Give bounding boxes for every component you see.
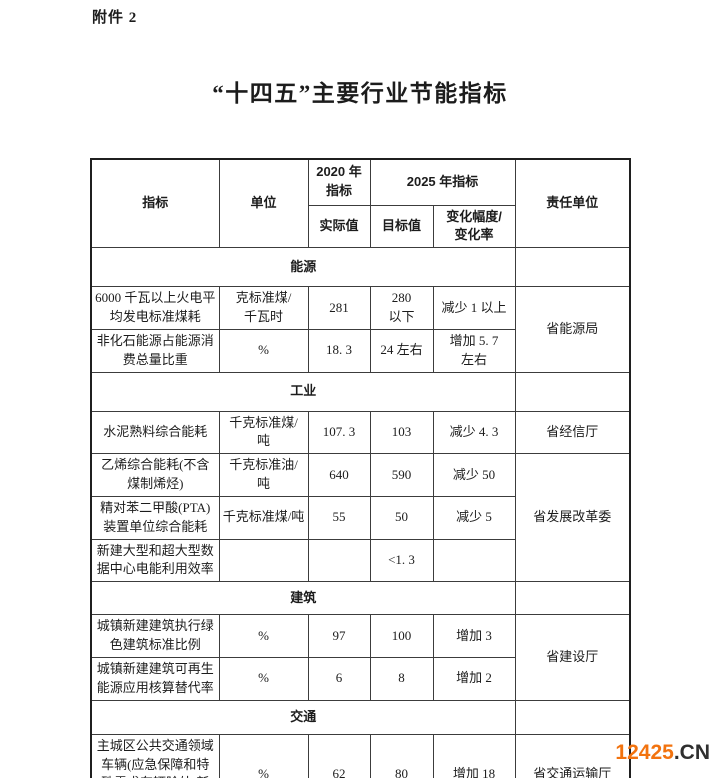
change-cell: 增加 5. 7 左右 <box>432 328 516 373</box>
unit-cell: 千克标准煤/ 吨 <box>218 410 309 455</box>
indicator-cell: 非化石能源占能源消费总量比重 <box>90 328 220 373</box>
section-row-building: 建筑 <box>90 581 631 616</box>
change-cell: 增加 2 <box>432 657 516 701</box>
change-cell: 增加 3 <box>432 614 516 658</box>
indicator-cell: 主城区公共交通领域车辆(应急保障和特殊需求车辆除外)新能源化率 <box>90 733 220 778</box>
actual-value-cell <box>307 538 371 583</box>
responsible-unit-cell: 省经信厅 <box>514 410 631 455</box>
energy-indicators-table: 指标 单位 2020 年 指标 2025 年指标 责任单位 实际值 目标值 变化… <box>90 158 632 778</box>
target-value-cell: 590 <box>369 453 434 497</box>
table-row: 主城区公共交通领域车辆(应急保障和特殊需求车辆除外)新能源化率 % 62 80 … <box>90 733 631 778</box>
responsible-unit-cell: 省发展改革委 <box>514 453 631 583</box>
section-label-industry: 工业 <box>90 371 516 412</box>
indicator-cell: 精对苯二甲酸(PTA)装置单位综合能耗 <box>90 495 220 540</box>
target-value-cell: 8 <box>369 657 434 701</box>
unit-cell: % <box>218 657 309 701</box>
header-row-2: 实际值 目标值 变化幅度/ 变化率 <box>91 204 630 249</box>
target-value-cell: 103 <box>369 410 434 455</box>
actual-value-cell: 107. 3 <box>307 410 371 455</box>
section-label-energy: 能源 <box>90 247 516 288</box>
change-cell: 减少 5 <box>432 495 516 540</box>
col-header-responsible: 责任单位 <box>514 158 631 249</box>
responsible-unit-cell: 省能源局 <box>514 286 631 373</box>
section-row-transport: 交通 <box>90 699 631 735</box>
unit-cell <box>218 538 309 583</box>
responsible-unit-cell: 省交通运输厅 <box>514 733 631 778</box>
responsible-unit-cell: 省建设厅 <box>514 614 631 701</box>
section-row-industry: 工业 <box>90 371 631 412</box>
actual-value-cell: 62 <box>307 733 371 778</box>
table-row: 非化石能源占能源消费总量比重 % 18. 3 24 左右 增加 5. 7 左右 <box>90 328 630 373</box>
section-owner-spacer <box>514 581 631 616</box>
unit-cell: 千克标准煤/吨 <box>218 495 309 540</box>
table-row: 精对苯二甲酸(PTA)装置单位综合能耗 千克标准煤/吨 55 50 减少 5 <box>90 495 630 540</box>
unit-cell: % <box>218 328 309 373</box>
section-owner-spacer <box>514 247 631 288</box>
indicator-cell: 新建大型和超大型数据中心电能利用效率 <box>90 538 220 583</box>
indicator-cell: 水泥熟料综合能耗 <box>90 410 220 455</box>
table-row: 城镇新建建筑可再生能源应用核算替代率 % 6 8 增加 2 <box>90 657 630 701</box>
actual-value-cell: 640 <box>307 453 371 497</box>
actual-value-cell: 6 <box>307 657 371 701</box>
page-title: “十四五”主要行业节能指标 <box>212 81 508 106</box>
target-value-cell: 24 左右 <box>369 328 434 373</box>
target-value-cell: <1. 3 <box>369 538 434 583</box>
unit-cell: 千克标准油/ 吨 <box>218 453 309 497</box>
section-label-transport: 交通 <box>90 699 516 735</box>
change-cell <box>432 538 516 583</box>
unit-cell: % <box>218 614 309 658</box>
watermark-number: 12425 <box>615 741 674 764</box>
indicator-cell: 6000 千瓦以上火电平均发电标准煤耗 <box>90 286 220 330</box>
section-label-building: 建筑 <box>90 581 516 616</box>
actual-value-cell: 97 <box>307 614 371 658</box>
table-row: 水泥熟料综合能耗 千克标准煤/ 吨 107. 3 103 减少 4. 3 省经信… <box>90 410 631 455</box>
header-row-1: 指标 单位 2020 年 指标 2025 年指标 责任单位 <box>90 158 631 249</box>
change-cell: 减少 1 以上 <box>432 286 516 330</box>
target-value-cell: 280 以下 <box>369 286 434 330</box>
table-row: 6000 千瓦以上火电平均发电标准煤耗 克标准煤/ 千瓦时 281 280 以下… <box>90 286 631 373</box>
unit-cell: 克标准煤/ 千瓦时 <box>218 286 309 330</box>
section-owner-spacer <box>514 371 631 412</box>
col-header-indicator: 指标 <box>90 158 220 249</box>
col-header-2025: 2025 年指标 <box>369 158 516 206</box>
actual-value-cell: 281 <box>307 286 371 330</box>
section-row-energy: 能源 <box>90 247 631 288</box>
table-row: 乙烯综合能耗(不含煤制烯烃) 千克标准油/ 吨 640 590 减少 50 省发… <box>90 453 631 583</box>
watermark-suffix: .CN <box>673 741 710 764</box>
indicator-cell: 城镇新建建筑执行绿色建筑标准比例 <box>90 614 220 658</box>
change-cell: 减少 4. 3 <box>432 410 516 455</box>
col-header-target-value: 目标值 <box>369 204 434 249</box>
table-row: 城镇新建建筑执行绿色建筑标准比例 % 97 100 增加 3 省建设厅 <box>90 614 631 701</box>
col-header-unit: 单位 <box>218 158 309 249</box>
unit-cell: % <box>218 733 309 778</box>
col-header-actual-value: 实际值 <box>307 204 371 249</box>
target-value-cell: 50 <box>369 495 434 540</box>
section-owner-spacer <box>514 699 631 735</box>
indicator-cell: 城镇新建建筑可再生能源应用核算替代率 <box>90 657 220 701</box>
attachment-label: 附件 2 <box>92 10 138 26</box>
change-cell: 减少 50 <box>432 453 516 497</box>
target-value-cell: 100 <box>369 614 434 658</box>
col-header-change: 变化幅度/ 变化率 <box>432 204 516 249</box>
actual-value-cell: 18. 3 <box>307 328 371 373</box>
change-cell: 增加 18 <box>432 733 516 778</box>
col-header-2020: 2020 年 指标 <box>307 158 371 206</box>
site-watermark: 12425.CN <box>615 741 710 765</box>
indicator-cell: 乙烯综合能耗(不含煤制烯烃) <box>90 453 220 497</box>
target-value-cell: 80 <box>369 733 434 778</box>
actual-value-cell: 55 <box>307 495 371 540</box>
